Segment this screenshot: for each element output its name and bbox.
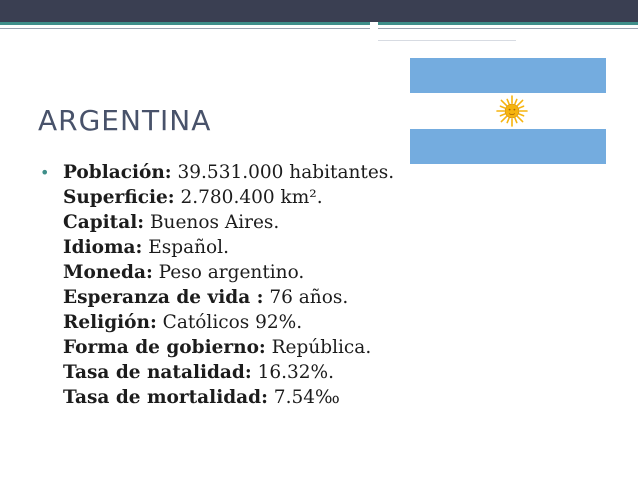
fact-value: 76 años. [263, 287, 349, 308]
slide-title: ARGENTINA [38, 104, 212, 137]
bullet-marker: • [40, 163, 50, 182]
fact-item: Población: 39.531.000 habitantes. [63, 160, 394, 185]
header-tab [378, 30, 516, 41]
fact-item: Superficie: 2.780.400 km². [63, 185, 394, 210]
fact-value: 39.531.000 habitantes. [171, 162, 395, 183]
fact-value: 7.54‰ [267, 387, 340, 408]
fact-label: Idioma: [63, 237, 143, 258]
fact-item: Esperanza de vida : 76 años. [63, 285, 394, 310]
argentina-flag [410, 58, 606, 164]
header-bar [0, 0, 638, 22]
fact-label: Tasa de mortalidad: [63, 387, 268, 408]
fact-value: 16.32%. [251, 362, 334, 383]
fact-label: Población: [63, 162, 172, 183]
fact-label: Esperanza de vida : [63, 287, 264, 308]
sun-of-may-icon [496, 95, 528, 127]
fact-label: Capital: [63, 212, 145, 233]
divider-line-left [0, 28, 370, 29]
fact-value: República. [265, 337, 372, 358]
flag-top-stripe [410, 58, 606, 93]
fact-value: Español. [142, 237, 229, 258]
fact-item: Capital: Buenos Aires. [63, 210, 394, 235]
fact-item: Idioma: Español. [63, 235, 394, 260]
fact-label: Forma de gobierno: [63, 337, 266, 358]
fact-label: Religión: [63, 312, 157, 333]
fact-label: Tasa de natalidad: [63, 362, 252, 383]
fact-item: Tasa de mortalidad: 7.54‰ [63, 385, 394, 410]
divider-line-right [378, 28, 638, 29]
fact-value: Peso argentino. [152, 262, 305, 283]
accent-line [0, 22, 638, 25]
fact-value: 2.780.400 km². [174, 187, 323, 208]
header-notch [370, 22, 378, 32]
fact-value: Buenos Aires. [144, 212, 280, 233]
flag-bottom-stripe [410, 129, 606, 164]
fact-label: Moneda: [63, 262, 153, 283]
fact-item: Religión: Católicos 92%. [63, 310, 394, 335]
fact-item: Moneda: Peso argentino. [63, 260, 394, 285]
fact-item: Forma de gobierno: República. [63, 335, 394, 360]
fact-value: Católicos 92%. [156, 312, 303, 333]
facts-list: Población: 39.531.000 habitantes. Superfi… [63, 160, 394, 410]
fact-label: Superficie: [63, 187, 175, 208]
fact-item: Tasa de natalidad: 16.32%. [63, 360, 394, 385]
